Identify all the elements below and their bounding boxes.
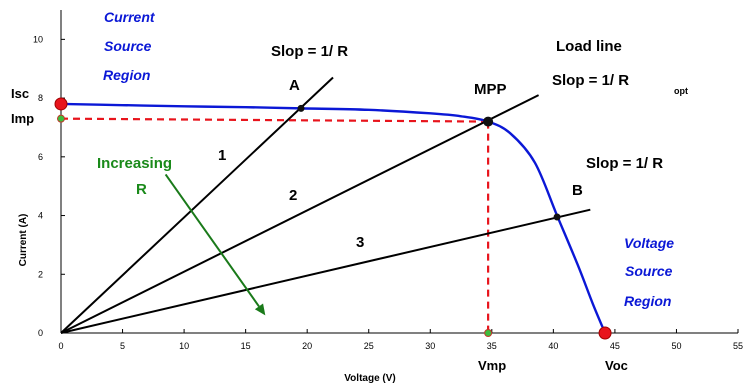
x-tick-label: 35 bbox=[487, 341, 497, 351]
load-line-1 bbox=[60, 76, 334, 334]
line-1-label: 1 bbox=[218, 147, 226, 164]
iv-curve bbox=[60, 102, 607, 334]
y-tick-label: 4 bbox=[38, 211, 43, 221]
black-point-marker bbox=[553, 213, 561, 221]
x-tick-label: 40 bbox=[548, 341, 558, 351]
green-point-marker bbox=[484, 329, 493, 337]
red-point-marker bbox=[54, 97, 68, 111]
x-tick-label: 10 bbox=[179, 341, 189, 351]
x-tick-label: 50 bbox=[671, 341, 681, 351]
line-2-label: 2 bbox=[289, 187, 297, 204]
imp-label: Imp bbox=[11, 111, 34, 126]
increasing-r-label: R bbox=[136, 181, 147, 198]
current-region-label-1: Current bbox=[104, 9, 156, 25]
load-line-label: Load line bbox=[556, 38, 622, 55]
vmp-label: Vmp bbox=[478, 358, 506, 373]
y-tick-label: 0 bbox=[38, 328, 43, 338]
y-tick-label: 2 bbox=[38, 269, 43, 279]
load-line-2 bbox=[60, 94, 540, 334]
x-tick-label: 0 bbox=[58, 341, 63, 351]
green-point-marker bbox=[57, 114, 65, 123]
increasing-label: Increasing bbox=[97, 155, 172, 172]
slope-opt-label: Slop = 1/ R bbox=[552, 72, 629, 89]
x-tick-label: 30 bbox=[425, 341, 435, 351]
point-a-label: A bbox=[289, 77, 300, 94]
red-point-marker bbox=[598, 326, 612, 340]
y-tick-label: 6 bbox=[38, 152, 43, 162]
point-b-label: B bbox=[572, 182, 583, 199]
x-tick-label: 25 bbox=[364, 341, 374, 351]
load-lines bbox=[60, 76, 591, 334]
slope-opt-subscript: opt bbox=[674, 86, 688, 96]
voltage-region-label-2: Source bbox=[625, 263, 673, 279]
y-tick-label: 10 bbox=[33, 34, 43, 44]
x-tick-label: 15 bbox=[241, 341, 251, 351]
iv-curve-path bbox=[60, 102, 607, 334]
y-axis-label: Current (A) bbox=[18, 214, 29, 267]
current-region-label-3: Region bbox=[103, 67, 150, 83]
black-point-marker bbox=[483, 116, 494, 127]
x-tick-label: 45 bbox=[610, 341, 620, 351]
black-point-marker bbox=[297, 104, 305, 112]
axes: 0 5 10 15 20 25 30 35 40 45 50 55 0 2 4 6 8 10 bbox=[33, 10, 743, 351]
mpp-label: MPP bbox=[474, 81, 507, 98]
y-tick-label: 8 bbox=[38, 93, 43, 103]
increasing-r-arrow bbox=[164, 173, 266, 316]
arrow-head bbox=[254, 303, 266, 316]
slope-a-label: Slop = 1/ R bbox=[271, 43, 348, 60]
x-tick-label: 55 bbox=[733, 341, 743, 351]
x-tick-label: 20 bbox=[302, 341, 312, 351]
current-region-label-2: Source bbox=[104, 38, 152, 54]
load-line-3 bbox=[60, 208, 591, 334]
isc-label: Isc bbox=[11, 86, 29, 101]
voltage-region-label-3: Region bbox=[624, 293, 671, 309]
markers bbox=[54, 97, 612, 340]
x-axis-label: Voltage (V) bbox=[344, 373, 395, 384]
line-3-label: 3 bbox=[356, 234, 364, 251]
voc-label: Voc bbox=[605, 358, 628, 373]
slope-b-label: Slop = 1/ R bbox=[586, 155, 663, 172]
arrow-shaft bbox=[164, 173, 260, 307]
x-tick-label: 5 bbox=[120, 341, 125, 351]
voltage-region-label-1: Voltage bbox=[624, 235, 674, 251]
